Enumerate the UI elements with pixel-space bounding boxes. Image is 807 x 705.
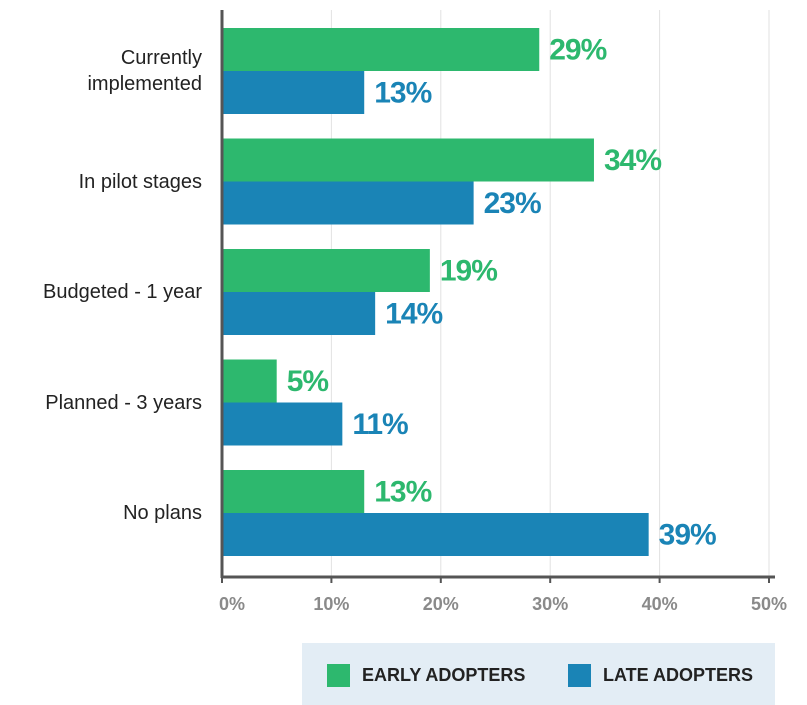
category-label: Budgeted - 1 year [43,281,202,303]
data-label: 14% [385,297,442,330]
category-label: In pilot stages [78,170,202,193]
x-tick-label: 40% [642,594,678,614]
category-label: Currently implemented [87,47,202,95]
x-tick-label: 10% [313,594,349,614]
category-label: No plans [123,502,202,524]
x-tick-label: 0% [219,594,245,614]
data-label: 13% [374,76,431,109]
data-label: 34% [604,144,661,177]
data-label: 29% [549,33,606,66]
bar [222,292,376,335]
data-label: 23% [484,187,541,220]
legend-item: EARLY ADOPTERS [327,664,525,687]
bar [222,138,594,182]
legend-item: LATE ADOPTERS [568,664,753,687]
category-label: Planned - 3 years [45,391,202,414]
legend-label: LATE ADOPTERS [603,665,754,685]
data-label: 19% [440,254,497,287]
bar [222,470,365,513]
x-tick-label: 20% [423,594,459,614]
bar [222,71,365,114]
bar [222,359,277,403]
legend-label: EARLY ADOPTERS [362,665,526,685]
bar [222,249,430,292]
data-label: 5% [287,365,329,398]
bar [222,28,540,71]
bar [222,402,343,446]
legend-swatch [327,664,350,687]
x-tick-label: 30% [532,594,568,614]
bar [222,513,649,556]
data-label: 13% [374,475,431,508]
legend: EARLY ADOPTERS LATE ADOPTERS [302,643,775,705]
data-label: 11% [352,408,408,441]
data-label: 39% [659,518,716,551]
x-tick-label: 50% [751,594,787,614]
bar [222,181,474,225]
legend-swatch [568,664,591,687]
